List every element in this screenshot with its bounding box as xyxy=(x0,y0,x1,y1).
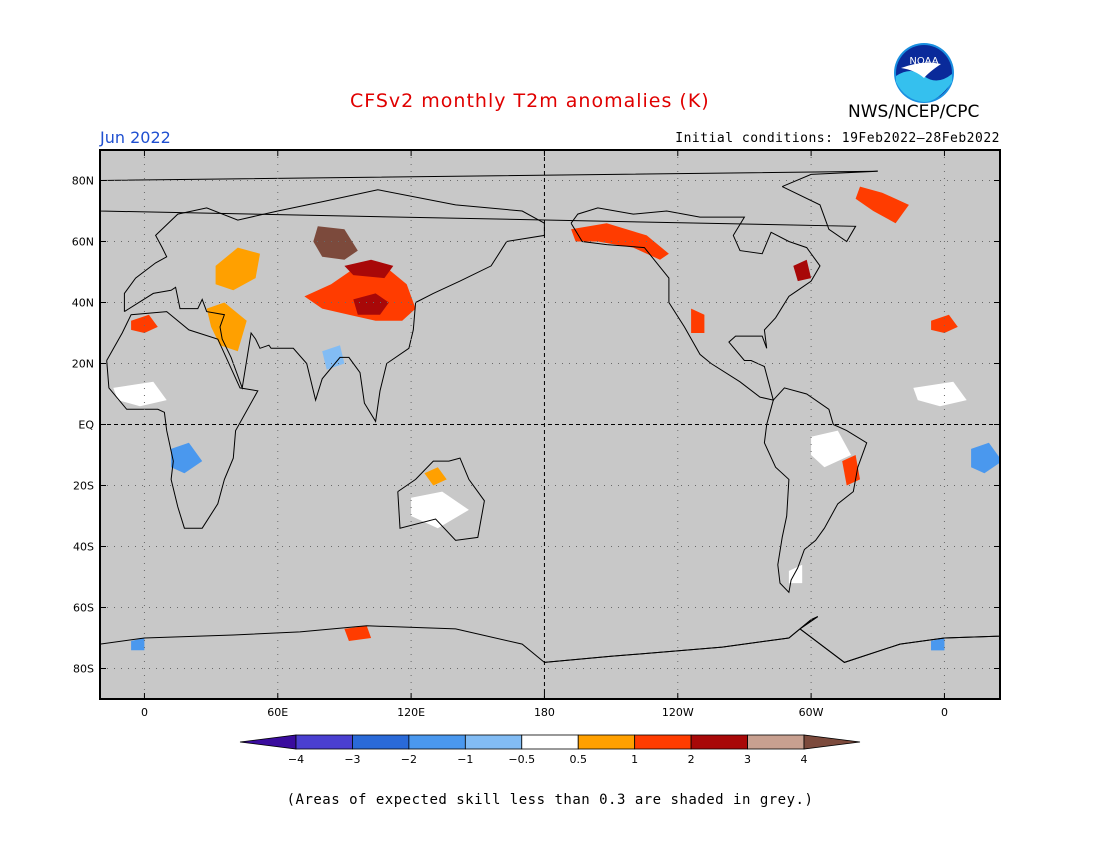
anomaly-region-australia-near-normal xyxy=(411,491,469,529)
legend-tick-label: 0.5 xyxy=(569,753,587,766)
anomaly-region-hudson-east-canada xyxy=(793,259,812,282)
lat-tick-label: 60S xyxy=(73,602,94,615)
initial-conditions-label: Initial conditions: 19Feb2022–28Feb2022 xyxy=(675,131,1000,146)
coastline-australia xyxy=(397,457,485,541)
anomaly-region-central-africa-cool xyxy=(971,442,1000,474)
coastline-antarctica xyxy=(100,625,545,663)
coastline-africa xyxy=(106,311,259,529)
lon-tick-label: 0 xyxy=(941,706,948,719)
legend-color-box xyxy=(295,734,353,750)
lon-tick-label: 60E xyxy=(267,706,288,719)
coastlines xyxy=(0,170,1000,663)
coastline-south-america xyxy=(0,388,67,592)
anomaly-region-east-europe-russia xyxy=(1016,248,1060,291)
lat-tick-label: 20N xyxy=(72,358,94,371)
agency-label: NWS/NCEP/CPC xyxy=(848,102,980,122)
anomaly-region-central-asia-west-siberia xyxy=(313,226,358,260)
anomaly-region-east-europe-russia xyxy=(215,247,260,291)
anomaly-region-antarctica-east xyxy=(344,625,372,641)
anomaly-region-alaska-canada xyxy=(571,223,669,260)
legend-tick-label: 4 xyxy=(801,753,808,766)
coastline-eurasia xyxy=(123,189,545,423)
legend-color-box xyxy=(521,734,579,750)
valid-month-label: Jun 2022 xyxy=(100,128,171,147)
anomaly-region-antarctica-cool-right xyxy=(931,638,945,651)
anomaly-region-north-china-core xyxy=(353,293,389,315)
anomaly-region-middle-east xyxy=(206,302,247,352)
lon-tick-label: 0 xyxy=(141,706,148,719)
legend-color-box xyxy=(352,734,410,750)
lon-tick-label: 60W xyxy=(799,706,824,719)
lat-tick-label: 80S xyxy=(73,663,94,676)
legend-arrow-high xyxy=(803,734,861,750)
map-title: CFSv2 monthly T2m anomalies (K) xyxy=(350,90,710,112)
legend-tick-label: −1 xyxy=(457,753,473,766)
legend-tick-label: −4 xyxy=(288,753,304,766)
coastline-north-america xyxy=(0,208,20,400)
anomaly-region-central-africa-cool xyxy=(171,442,203,474)
legend-tick-label: 3 xyxy=(744,753,751,766)
legend-color-box xyxy=(577,734,636,750)
lat-tick-label: 60N xyxy=(72,236,94,249)
noaa-logo-text: NOAA xyxy=(909,56,938,67)
anomaly-region-northwest-africa xyxy=(931,314,958,333)
noaa-logo-icon: NOAA xyxy=(894,43,954,103)
legend-color-box xyxy=(464,734,523,750)
plot-frame xyxy=(99,149,1001,700)
anomaly-region-north-australia xyxy=(424,467,447,486)
legend-arrow-low xyxy=(239,734,297,750)
lon-tick-label: 120E xyxy=(397,706,425,719)
anomaly-region-central-africa-near-normal xyxy=(913,381,967,407)
coastline-south-america xyxy=(763,387,868,594)
legend-tick-label: −2 xyxy=(401,753,417,766)
anomaly-region-greenland xyxy=(855,186,909,224)
lat-tick-label: EQ xyxy=(78,419,94,432)
graticule xyxy=(100,150,1000,699)
anomaly-region-northwest-africa xyxy=(131,314,158,333)
lat-tick-label: 20S xyxy=(73,480,94,493)
legend-color-box xyxy=(408,734,466,750)
anomaly-region-western-us-mexico xyxy=(691,308,705,333)
legend-color-box xyxy=(747,734,805,750)
colorbar-legend: −4 −3 −2 −1 −0.5 0.5 1 2 3 4 xyxy=(239,734,861,766)
coastline-antarctica-wrap xyxy=(544,616,1000,663)
lat-tick-label: 40S xyxy=(73,541,94,554)
lat-tick-label: 40N xyxy=(72,297,94,310)
skill-footnote: (Areas of expected skill less than 0.3 a… xyxy=(286,792,814,808)
anomaly-region-amazon-near-normal xyxy=(811,430,852,468)
anomaly-region-middle-east xyxy=(1007,303,1047,352)
anomaly-regions xyxy=(113,186,1060,651)
legend-tick-label: −3 xyxy=(344,753,360,766)
anomaly-region-inner-asia-belt xyxy=(344,259,394,279)
legend-color-box xyxy=(690,734,748,750)
legend-color-box xyxy=(634,734,692,750)
lat-tick-label: 80N xyxy=(72,175,94,188)
anomaly-region-central-africa-near-normal xyxy=(113,381,167,407)
anomaly-region-antarctica-cool xyxy=(131,638,145,651)
legend-tick-label: −0.5 xyxy=(508,753,535,766)
coastline-greenland xyxy=(0,171,78,241)
legend-tick-label: 1 xyxy=(631,753,638,766)
legend-tick-label: 2 xyxy=(688,753,695,766)
anomaly-region-mongolia-north-china-warm xyxy=(304,265,416,321)
lon-tick-label: 120W xyxy=(662,706,694,719)
coastline-north-america xyxy=(570,207,821,401)
lon-tick-label: 180 xyxy=(534,706,555,719)
axis-labels: 80N 60N 40N 20N EQ 20S 40S 60S 80S 0 60E 120E 180 120… xyxy=(72,175,948,720)
coastline-greenland xyxy=(100,170,878,243)
